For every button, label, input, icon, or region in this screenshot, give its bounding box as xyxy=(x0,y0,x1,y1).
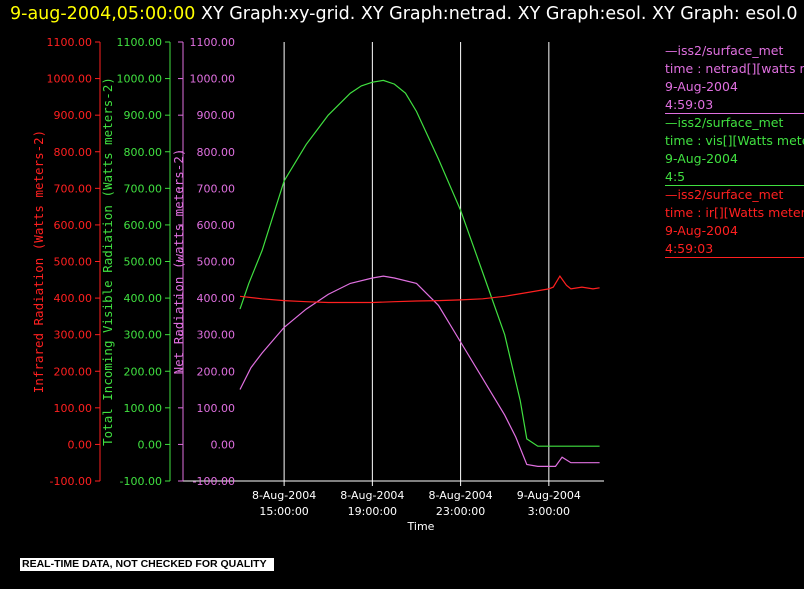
legend-divider xyxy=(665,185,804,186)
vis-y-tick-label: 0.00 xyxy=(138,438,163,451)
legend-entry-line: time : ir[][Watts meters-2] xyxy=(665,205,804,220)
net-y-tick-label: 1000.00 xyxy=(190,73,236,86)
ir-y-tick-label: 500.00 xyxy=(54,256,93,269)
axes: 8-Aug-2004 15:00:00 8-Aug-2004 19:00:00 8-Au… xyxy=(31,36,604,518)
ir-y-tick-label: 1100.00 xyxy=(47,36,93,49)
legend-entry-line: time : netrad[][watts meters-2] xyxy=(665,61,804,76)
x-tick-label: 9-Aug-2004 xyxy=(517,489,581,502)
net-series-line xyxy=(239,275,600,467)
title-graph-list: XY Graph:xy-grid. XY Graph:netrad. XY Gr… xyxy=(195,4,798,24)
legend-entry-line: 4:59:03 xyxy=(665,241,714,256)
ir-y-tick-label: 0.00 xyxy=(68,438,93,451)
x-tick-label: 8-Aug-2004 xyxy=(429,489,493,502)
vis-y-tick-label: 800.00 xyxy=(124,146,163,159)
x-tick-label: 23:00:00 xyxy=(436,505,485,518)
ir-y-axis-label: Infrared Radiation (Watts meters-2) xyxy=(31,130,46,393)
legend-entry-line: 9-Aug-2004 xyxy=(665,79,738,94)
ir-y-tick-label: 600.00 xyxy=(54,219,93,232)
x-tick-label: 15:00:00 xyxy=(259,505,308,518)
x-tick-label: 3:00:00 xyxy=(528,505,570,518)
vis-y-tick-label: 600.00 xyxy=(124,219,163,232)
vis-y-tick-label: 200.00 xyxy=(124,365,163,378)
ir-y-tick-label: 400.00 xyxy=(54,292,93,305)
ir-y-tick-label: 900.00 xyxy=(54,109,93,122)
ir-y-tick-label: 800.00 xyxy=(54,146,93,159)
net-y-tick-label: 0.00 xyxy=(211,438,236,451)
legend-divider xyxy=(665,257,804,258)
x-tick-label: 19:00:00 xyxy=(348,505,397,518)
vis-series-line xyxy=(239,79,600,447)
net-y-tick-label: 400.00 xyxy=(197,292,236,305)
legend-entry-line: time : vis[][Watts meters-2] xyxy=(665,133,804,148)
x-tick-label: 8-Aug-2004 xyxy=(340,489,404,502)
net-y-tick-label: -100.00 xyxy=(193,475,235,488)
legend-entry-line: —iss2/surface_met xyxy=(665,43,784,58)
net-y-axis-label: Net Radiation (watts meters-2) xyxy=(171,149,186,375)
ir-y-tick-label: 100.00 xyxy=(54,402,93,415)
vis-y-tick-label: 500.00 xyxy=(124,256,163,269)
net-y-tick-label: 600.00 xyxy=(197,219,236,232)
series-lines xyxy=(239,79,600,467)
quality-warning-label: REAL-TIME DATA, NOT CHECKED FOR QUALITY xyxy=(20,558,274,571)
vis-y-tick-label: 100.00 xyxy=(124,402,163,415)
net-y-tick-label: 900.00 xyxy=(197,109,236,122)
ir-y-tick-label: 1000.00 xyxy=(47,73,93,86)
graph-title: 9-aug-2004,05:00:00 XY Graph:xy-grid. XY… xyxy=(10,2,800,27)
net-y-tick-label: 500.00 xyxy=(197,256,236,269)
ir-y-tick-label: 700.00 xyxy=(54,182,93,195)
net-y-tick-label: 300.00 xyxy=(197,329,236,342)
ir-y-tick-label: -100.00 xyxy=(50,475,92,488)
net-y-tick-label: 700.00 xyxy=(197,182,236,195)
vis-y-tick-label: 1000.00 xyxy=(117,73,163,86)
x-axis-label: Time xyxy=(407,520,435,533)
vis-y-tick-label: 1100.00 xyxy=(117,36,163,49)
legend-entry-line: 4:59:03 xyxy=(665,97,714,112)
grid-lines xyxy=(283,42,550,481)
legend-entry-line: 9-Aug-2004 xyxy=(665,223,738,238)
ir-y-tick-label: 200.00 xyxy=(54,365,93,378)
net-y-tick-label: 800.00 xyxy=(197,146,236,159)
legend-entry-line: —iss2/surface_met xyxy=(665,187,784,202)
legend-entry-line: —iss2/surface_met xyxy=(665,115,784,130)
ir-series-line xyxy=(239,275,600,304)
title-timestamp: 9-aug-2004,05:00:00 xyxy=(10,4,196,24)
legend-entry-line: 9-Aug-2004 xyxy=(665,151,738,166)
net-y-tick-label: 100.00 xyxy=(197,402,236,415)
vis-y-tick-label: 900.00 xyxy=(124,109,163,122)
vis-y-tick-label: 400.00 xyxy=(124,292,163,305)
legend-entry-line: 4:5 xyxy=(665,169,686,184)
vis-y-tick-label: -100.00 xyxy=(120,475,162,488)
legend-divider xyxy=(665,113,804,114)
vis-y-tick-label: 700.00 xyxy=(124,182,163,195)
x-tick-label: 8-Aug-2004 xyxy=(252,489,316,502)
ir-y-tick-label: 300.00 xyxy=(54,329,93,342)
vis-y-axis-label: Total Incoming Visible Radiation (Watts … xyxy=(100,77,115,446)
vis-y-tick-label: 300.00 xyxy=(124,329,163,342)
net-y-tick-label: 200.00 xyxy=(197,365,236,378)
net-y-tick-label: 1100.00 xyxy=(190,36,236,49)
